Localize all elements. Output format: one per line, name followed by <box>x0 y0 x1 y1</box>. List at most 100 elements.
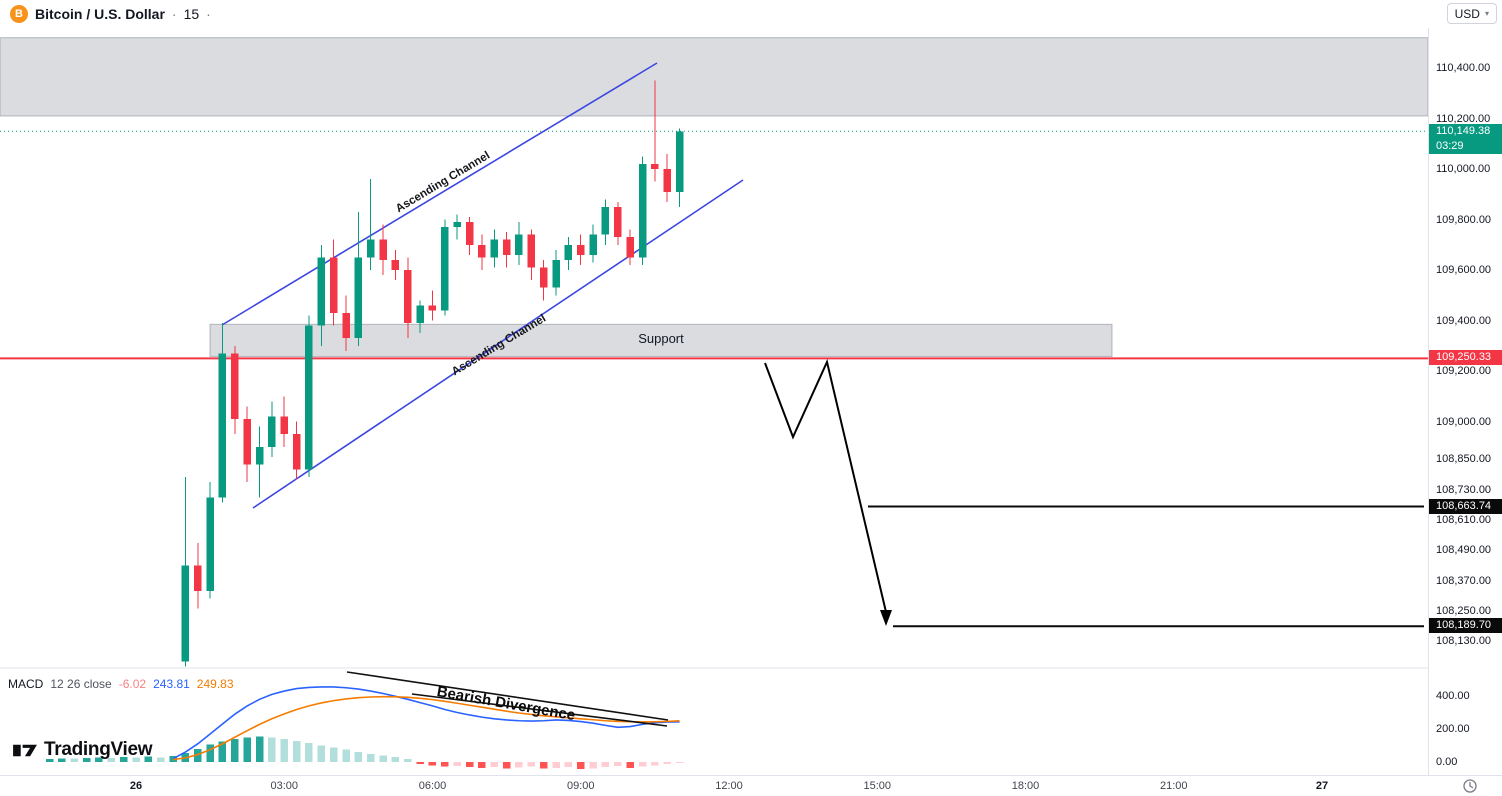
candle-body <box>317 257 326 326</box>
price-axis-label: 109,800.00 <box>1436 213 1492 226</box>
time-axis-label: 03:00 <box>270 780 299 792</box>
alert-price-badge: 109,250.33 <box>1429 350 1502 366</box>
candle-body <box>478 244 486 258</box>
macd-line-value: 243.81 <box>153 677 190 691</box>
candle-body <box>342 312 350 339</box>
time-axis-label: 27 <box>1315 780 1329 792</box>
candle-body <box>379 239 387 260</box>
price-axis-label: 108,850.00 <box>1436 453 1492 466</box>
macd-params: 12 26 close <box>50 677 112 691</box>
price-levels[interactable] <box>0 130 1428 628</box>
time-axis-label: 18:00 <box>1011 780 1040 792</box>
candle-body <box>280 416 288 435</box>
current-price-value: 110,149.38 <box>1436 124 1491 137</box>
candle-body <box>243 419 251 465</box>
price-axis-label: 108,250.00 <box>1436 605 1492 617</box>
candle-body <box>391 259 400 271</box>
time-axis-label: 26 <box>129 780 143 792</box>
tradingview-watermark: TradingView <box>13 739 153 761</box>
timezone-clock-button[interactable] <box>1462 778 1478 796</box>
candle-body <box>329 257 338 313</box>
candle-body <box>194 565 202 591</box>
chart-canvas[interactable] <box>0 0 1428 796</box>
time-axis-label: 12:00 <box>715 780 743 792</box>
candle-body <box>564 244 573 260</box>
symbol-name: Bitcoin / U.S. Dollar <box>35 6 165 22</box>
candle-body <box>428 305 437 311</box>
candle-body <box>638 163 647 258</box>
bearish-divergence-drawing[interactable] <box>346 671 669 727</box>
candle-body <box>552 259 560 288</box>
candle-body <box>490 239 499 258</box>
candle-body <box>601 206 610 235</box>
price-axis-label: 109,000.00 <box>1436 415 1492 428</box>
candle-body <box>305 325 313 470</box>
projection-arrow-drawing[interactable] <box>764 358 892 626</box>
time-axis-label: 21:00 <box>1159 780 1188 792</box>
title-separator: · <box>171 6 177 22</box>
price-zones[interactable] <box>0 37 1428 357</box>
candle-body <box>589 234 597 255</box>
price-axis-label: 108,490.00 <box>1436 544 1492 557</box>
bitcoin-icon: B <box>10 5 28 23</box>
price-axis-label: 110,000.00 <box>1436 163 1491 176</box>
symbol-title-row[interactable]: B Bitcoin / U.S. Dollar · 15 · <box>0 5 211 23</box>
price-axis[interactable]: 110,149.38 03:29 109,250.33 108,663.74 1… <box>1428 28 1502 796</box>
resistance-zone[interactable] <box>0 37 1428 117</box>
candle-body <box>539 267 548 288</box>
time-axis-label: 09:00 <box>566 780 595 792</box>
candle-body <box>465 222 474 245</box>
support-zone-label[interactable]: Support <box>638 331 684 346</box>
current-price-badge: 110,149.38 03:29 <box>1429 123 1502 154</box>
price-axis-label: 108,610.00 <box>1436 514 1492 527</box>
price-axis-label: 110,400.00 <box>1436 62 1491 74</box>
macd-axis-label: 0.00 <box>1436 756 1458 768</box>
candle-body <box>366 239 375 258</box>
candle-body <box>614 206 622 238</box>
macd-hist-value: -6.02 <box>118 677 147 691</box>
candle-body <box>206 497 214 591</box>
candle-body <box>515 234 523 255</box>
price-axis-label: 108,130.00 <box>1436 635 1492 648</box>
candles-series[interactable] <box>181 80 684 667</box>
chevron-down-icon: ▾ <box>1484 9 1489 18</box>
signal-line <box>172 695 680 761</box>
candle-body <box>416 305 424 324</box>
candle-body <box>663 169 671 192</box>
clock-icon <box>1463 779 1477 793</box>
candle-body <box>181 565 190 662</box>
price-axis-label: 109,400.00 <box>1436 314 1492 327</box>
price-axis-label: 108,370.00 <box>1436 574 1492 587</box>
candle-body <box>675 131 684 192</box>
candle-body <box>626 237 634 258</box>
candle-body <box>651 163 659 170</box>
macd-legend[interactable]: MACD 12 26 close -6.02 243.81 249.83 <box>8 677 234 691</box>
currency-selector[interactable]: USD ▾ <box>1446 3 1497 24</box>
macd-signal-value: 249.83 <box>196 677 234 691</box>
interval-label[interactable]: 15 <box>183 6 200 22</box>
macd-axis-label: 400.00 <box>1436 690 1470 702</box>
title-menu-dot[interactable]: · <box>206 6 211 22</box>
arrowhead-icon <box>880 610 892 626</box>
price-axis-label: 110,200.00 <box>1436 112 1491 125</box>
bar-countdown: 03:29 <box>1436 139 1464 152</box>
time-axis[interactable]: 26 03:00 06:00 09:00 12:00 15:00 18:00 21:00 27 <box>0 775 1502 796</box>
tradingview-logo-icon <box>13 744 37 756</box>
candle-body <box>576 244 585 255</box>
target-price-badge-2: 108,189.70 <box>1429 618 1502 634</box>
candle-body <box>268 416 276 447</box>
macd-axis-label: 200.00 <box>1436 723 1470 735</box>
ascending-channel-drawing[interactable] <box>221 62 744 509</box>
price-axis-label: 109,600.00 <box>1436 264 1492 277</box>
chart-header: B Bitcoin / U.S. Dollar · 15 · USD ▾ <box>0 0 1502 28</box>
candle-body <box>255 446 264 465</box>
time-axis-label: 15:00 <box>863 780 892 792</box>
candle-body <box>502 239 511 255</box>
candle-body <box>453 222 461 228</box>
candle-body <box>231 353 239 420</box>
candle-body <box>292 434 301 470</box>
candle-body <box>218 353 227 498</box>
macd-line <box>172 686 680 760</box>
macd-title: MACD <box>8 677 44 691</box>
